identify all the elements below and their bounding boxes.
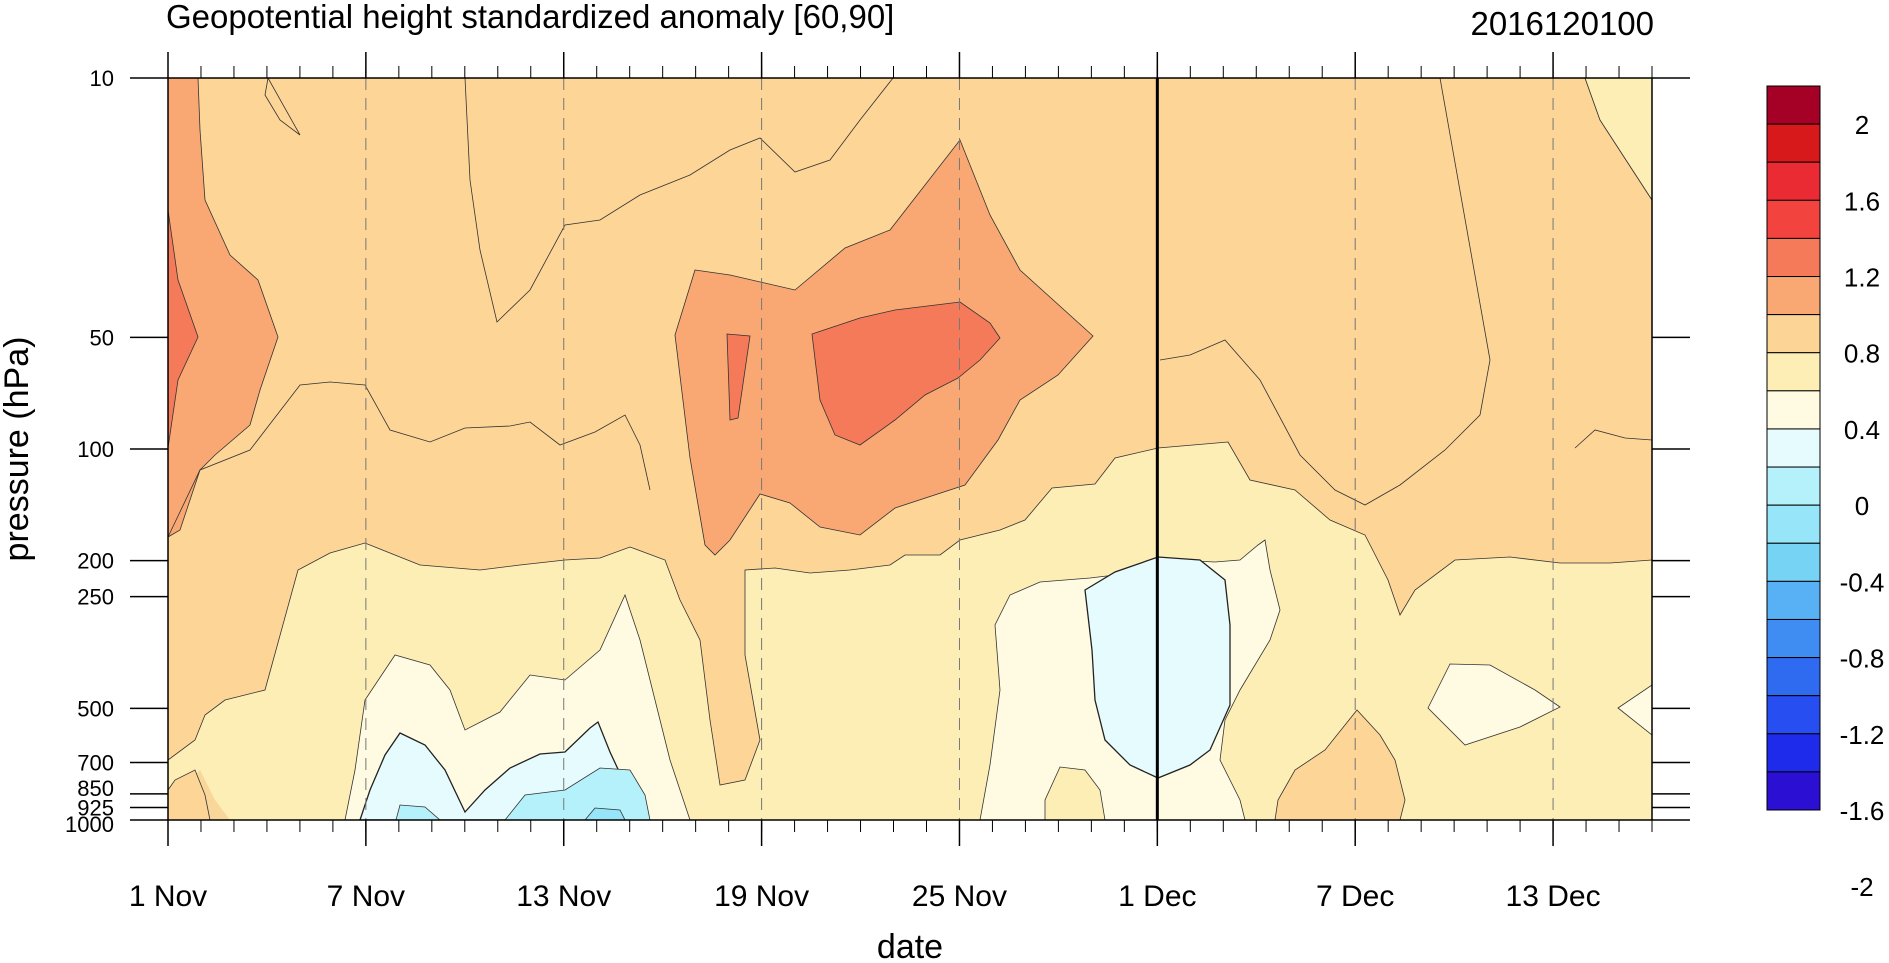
y-tick-label: 10 — [90, 66, 114, 91]
colorbar-swatch — [1766, 504, 1821, 544]
colorbar-swatch — [1766, 237, 1821, 278]
region-0p4-small — [1044, 766, 1106, 820]
contour-line-a — [264, 78, 301, 136]
x-axis-label: date — [877, 928, 943, 963]
colorbar-swatch — [1766, 352, 1821, 392]
colorbar-label: 0 — [1855, 491, 1869, 521]
colorbar-label: 0.8 — [1844, 339, 1880, 369]
region-neg1p6 — [584, 807, 626, 820]
region-neg1p2-b — [504, 767, 651, 820]
colorbar-swatch — [1766, 123, 1821, 163]
chart-date-label: 2016120100 — [1470, 5, 1654, 42]
colorbar-label: -0.4 — [1840, 567, 1885, 597]
colorbar-swatch — [1766, 390, 1821, 430]
contour-line-c — [168, 381, 651, 538]
region-neg1p2-a — [395, 804, 441, 820]
x-tick-label: 25 Nov — [912, 880, 1007, 913]
x-tick-label: 13 Dec — [1506, 880, 1601, 913]
x-tick-label: 1 Nov — [129, 880, 207, 913]
contour-line-b — [464, 78, 894, 323]
colorbar-swatch — [1766, 618, 1821, 659]
colorbar-swatch — [1766, 542, 1821, 582]
colorbar-label: 1.2 — [1844, 263, 1880, 293]
colorbar-swatch — [1766, 733, 1821, 773]
x-axis: 1 Nov 7 Nov 13 Nov 19 Nov 25 Nov 1 Dec 7 Dec 13… — [129, 52, 1653, 913]
region-0p8-left — [168, 78, 279, 538]
contour-line-d — [1159, 78, 1491, 506]
x-tick-label: 1 Dec — [1118, 880, 1196, 913]
y-axis-label: pressure (hPa) — [0, 337, 36, 562]
colorbar-label: 2 — [1855, 110, 1869, 140]
colorbar-label: -2 — [1850, 872, 1873, 902]
plot-area — [168, 78, 1652, 820]
region-0p4-topright — [1584, 78, 1652, 201]
y-tick-label: 925 — [77, 795, 114, 820]
colorbar-swatch — [1766, 276, 1821, 316]
y-tick-label: 100 — [77, 437, 114, 462]
colorbar-swatch — [1766, 580, 1821, 620]
y-tick-label: 700 — [77, 751, 114, 776]
x-grid — [365, 78, 1554, 820]
x-tick-label: 19 Nov — [714, 880, 809, 913]
colorbar-swatch — [1766, 314, 1821, 354]
colorbar-label: -0.8 — [1840, 644, 1885, 674]
y-tick-label: 850 — [77, 776, 114, 801]
colorbar-swatch — [1766, 695, 1821, 735]
region-neg0p4-edge — [1617, 684, 1652, 736]
colorbar-label: 0.4 — [1844, 415, 1880, 445]
contour-line-f — [1574, 429, 1652, 449]
x-tick-label: 7 Dec — [1316, 880, 1394, 913]
colorbar-swatch — [1766, 428, 1821, 468]
y-tick-label: 1000 — [65, 812, 114, 837]
region-0p4-bump-right — [1274, 709, 1406, 820]
y-tick-label: 250 — [77, 585, 114, 610]
x-tick-label: 13 Nov — [516, 880, 611, 913]
chart-title: Geopotential height standardized anomaly… — [166, 0, 894, 35]
y-tick-label: 50 — [90, 325, 114, 350]
colorbar-swatch — [1766, 199, 1821, 239]
y-tick-label: 200 — [77, 549, 114, 574]
x-tick-label: 7 Nov — [327, 880, 405, 913]
colorbar-swatch — [1766, 771, 1821, 811]
colorbar-label: -1.6 — [1840, 796, 1885, 826]
region-0p4-corner — [168, 769, 211, 820]
region-1p2-left — [168, 209, 199, 449]
colorbar-swatch — [1766, 85, 1821, 125]
colorbar-swatch — [1766, 161, 1821, 201]
region-neg0p4-right — [1427, 663, 1561, 746]
colorbar-swatch — [1766, 466, 1821, 506]
region-1p2-middle — [811, 301, 1001, 446]
region-1p2-small — [726, 333, 751, 421]
colorbar-label: -1.2 — [1840, 720, 1885, 750]
y-tick-label: 500 — [77, 696, 114, 721]
colorbar-label: 1.6 — [1844, 186, 1880, 216]
colorbar-swatch — [1766, 657, 1821, 697]
colorbar: 2 1.6 1.2 0.8 0.4 0 -0.4 -0.8 -1.2 -1.6 -2 — [1766, 85, 1885, 902]
